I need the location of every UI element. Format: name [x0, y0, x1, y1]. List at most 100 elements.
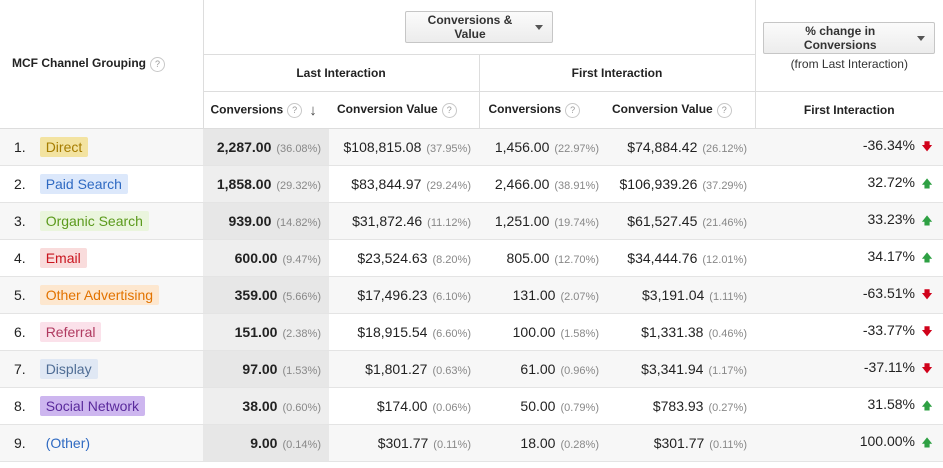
- help-icon[interactable]: ?: [565, 102, 581, 118]
- value: 97.00: [242, 361, 278, 377]
- help-icon[interactable]: ?: [287, 102, 303, 118]
- channel-link[interactable]: Email: [39, 248, 87, 268]
- fi-conversions-cell: 2,466.00 (38.91%): [479, 165, 607, 203]
- column-label: Conversions: [488, 102, 562, 117]
- channel-link[interactable]: Social Network: [39, 396, 146, 416]
- li-conversion-value-cell: $1,801.27 (0.63%): [329, 350, 479, 388]
- fi-conversions-header[interactable]: Conversions?: [478, 91, 607, 129]
- value: $31,872.46: [352, 213, 423, 229]
- percent: (1.53%): [282, 365, 321, 377]
- percent: (1.58%): [560, 328, 599, 340]
- arrow-up-icon: 🡅: [921, 252, 933, 264]
- channel-link[interactable]: (Other): [45, 435, 91, 451]
- li-conversions-cell: 151.00 (2.38%): [203, 313, 329, 351]
- value: 939.00: [228, 213, 272, 229]
- row-index: 3.: [14, 213, 26, 229]
- change-value: -63.51%: [862, 285, 915, 301]
- chevron-down-icon: [535, 24, 543, 30]
- value: $18,915.54: [357, 324, 428, 340]
- arrow-up-icon: 🡅: [921, 400, 933, 412]
- row-index: 8.: [14, 398, 26, 414]
- table-row: 6. Referral 151.00 (2.38%) $18,915.54 (6.60%)…: [0, 313, 943, 351]
- percent: (37.29%): [702, 180, 747, 192]
- channel-link[interactable]: Display: [39, 359, 98, 379]
- last-interaction-group: Last Interaction: [202, 54, 479, 92]
- value: $34,444.76: [627, 250, 698, 266]
- change-value: -37.11%: [863, 359, 915, 375]
- percent: (14.82%): [276, 217, 321, 229]
- fi-conversions-cell: 1,456.00 (22.97%): [479, 128, 607, 166]
- value: 18.00: [520, 435, 556, 451]
- percent: (0.06%): [432, 402, 471, 414]
- percent: (29.32%): [276, 180, 321, 192]
- sort-descending-icon[interactable]: ↓: [309, 101, 317, 119]
- help-icon[interactable]: ?: [716, 102, 732, 118]
- value: $301.77: [377, 435, 429, 451]
- row-channel-cell: 8. Social Network: [0, 387, 203, 425]
- row-channel-cell: 9. (Other): [0, 424, 203, 462]
- percent: (26.12%): [702, 143, 747, 155]
- channel-link[interactable]: Organic Search: [39, 211, 149, 231]
- change-value: 100.00%: [859, 433, 915, 449]
- change-value: 34.17%: [867, 248, 915, 264]
- value: 2,287.00: [216, 139, 272, 155]
- first-interaction-change-header: First Interaction: [754, 91, 943, 129]
- table-row: 7. Display 97.00 (1.53%) $1,801.27 (0.63%) 61.…: [0, 350, 943, 388]
- row-index: 5.: [14, 287, 26, 303]
- change-cell: 100.00% 🡅: [755, 424, 943, 462]
- percent: (0.14%): [282, 439, 321, 451]
- value: 805.00: [506, 250, 550, 266]
- compare-dropdown[interactable]: % change in Conversions: [763, 22, 936, 54]
- channel-link[interactable]: Other Advertising: [39, 285, 160, 305]
- value: $61,527.45: [627, 213, 698, 229]
- change-cell: 31.58% 🡅: [755, 387, 943, 425]
- help-icon[interactable]: ?: [150, 56, 165, 72]
- value: $23,524.63: [357, 250, 428, 266]
- metric-dropdown[interactable]: Conversions & Value: [405, 11, 553, 43]
- row-channel-cell: 1. Direct: [0, 128, 203, 166]
- value: 1,456.00: [494, 139, 550, 155]
- channel-link[interactable]: Referral: [39, 322, 102, 342]
- li-conversions-cell: 939.00 (14.82%): [203, 202, 329, 240]
- fi-conversions-cell: 1,251.00 (19.74%): [479, 202, 607, 240]
- li-conversions-cell: 1,858.00 (29.32%): [203, 165, 329, 203]
- fi-conversions-cell: 131.00 (2.07%): [479, 276, 607, 314]
- table-row: 4. Email 600.00 (9.47%) $23,524.63 (8.20%) 805…: [0, 239, 943, 277]
- fi-conversions-cell: 61.00 (0.96%): [479, 350, 607, 388]
- metric-dropdown-label: Conversions & Value: [427, 13, 513, 41]
- row-channel-cell: 5. Other Advertising: [0, 276, 203, 314]
- row-channel-cell: 3. Organic Search: [0, 202, 203, 240]
- arrow-up-icon: 🡅: [921, 437, 933, 449]
- percent: (6.10%): [432, 291, 471, 303]
- percent: (22.97%): [554, 143, 599, 155]
- li-conversion-value-header[interactable]: Conversion Value?: [329, 91, 479, 129]
- value: $3,191.04: [642, 287, 705, 303]
- li-conversion-value-cell: $17,496.23 (6.10%): [329, 276, 479, 314]
- row-channel-cell: 4. Email: [0, 239, 203, 277]
- fi-conversion-value-cell: $301.77 (0.11%): [607, 424, 755, 462]
- fi-conversion-value-header[interactable]: Conversion Value?: [607, 91, 755, 129]
- channel-link[interactable]: Direct: [39, 137, 89, 157]
- value: 1,251.00: [494, 213, 550, 229]
- channel-link[interactable]: Paid Search: [39, 174, 128, 194]
- percent: (0.28%): [560, 439, 599, 451]
- dimension-label: MCF Channel Grouping: [12, 56, 146, 71]
- value: 38.00: [242, 398, 278, 414]
- value: 61.00: [520, 361, 556, 377]
- fi-conversions-cell: 18.00 (0.28%): [479, 424, 607, 462]
- li-conversions-header[interactable]: Conversions? ↓: [202, 91, 329, 129]
- percent: (38.91%): [554, 180, 599, 192]
- percent: (12.01%): [702, 254, 747, 266]
- li-conversions-cell: 9.00 (0.14%): [203, 424, 329, 462]
- help-icon[interactable]: ?: [441, 102, 457, 118]
- chevron-down-icon: [917, 35, 926, 41]
- fi-conversion-value-cell: $3,191.04 (1.11%): [607, 276, 755, 314]
- fi-conversion-value-cell: $3,341.94 (1.17%): [607, 350, 755, 388]
- row-index: 1.: [14, 139, 26, 155]
- value: $301.77: [653, 435, 705, 451]
- li-conversion-value-cell: $108,815.08 (37.95%): [329, 128, 479, 166]
- percent: (5.66%): [282, 291, 321, 303]
- percent: (1.11%): [709, 291, 747, 303]
- column-label: Conversion Value: [612, 102, 713, 117]
- value: 600.00: [234, 250, 278, 266]
